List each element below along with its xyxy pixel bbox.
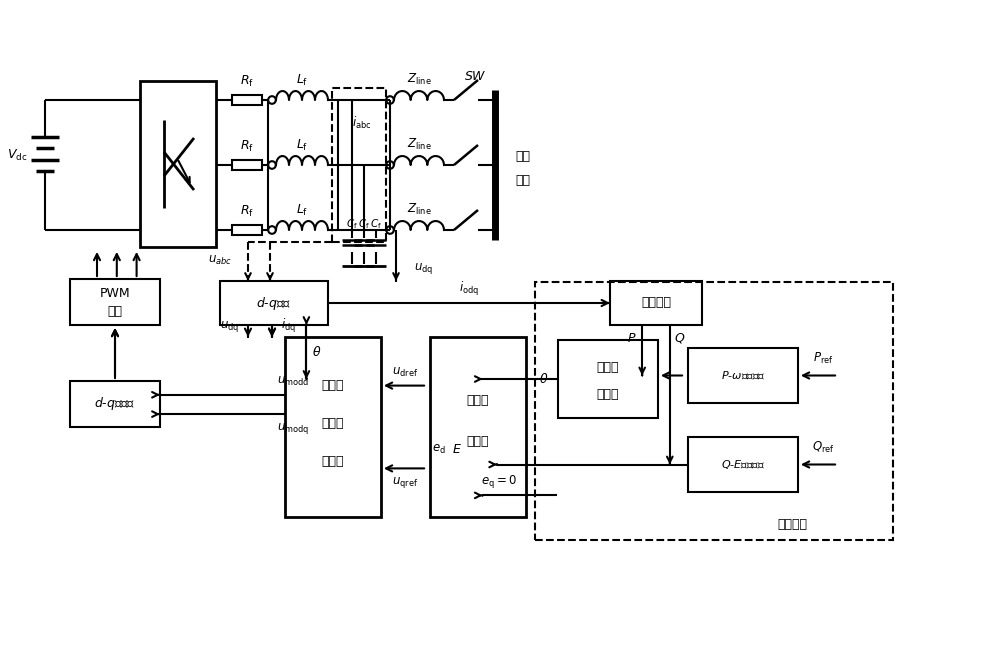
Text: $\theta$: $\theta$ — [539, 372, 549, 386]
Text: $R_{\mathrm{f}}$: $R_{\mathrm{f}}$ — [240, 73, 254, 88]
Text: $C_{\mathrm{f}}$: $C_{\mathrm{f}}$ — [346, 217, 358, 231]
Text: $SW$: $SW$ — [464, 69, 486, 83]
Text: $u_{\mathrm{dq}}$: $u_{\mathrm{dq}}$ — [414, 261, 433, 276]
Text: $i_{\mathrm{abc}}$: $i_{\mathrm{abc}}$ — [352, 115, 371, 131]
Text: 功率计算: 功率计算 — [641, 297, 671, 310]
Text: $L_{\mathrm{f}}$: $L_{\mathrm{f}}$ — [296, 202, 308, 217]
Text: PWM: PWM — [100, 288, 130, 300]
Text: $e_{\mathrm{d}}$: $e_{\mathrm{d}}$ — [432, 443, 446, 456]
Bar — [610, 281, 702, 325]
Text: $i_{\mathrm{dq}}$: $i_{\mathrm{dq}}$ — [281, 317, 297, 335]
Text: 流双闭: 流双闭 — [322, 417, 344, 430]
Text: $R_{\mathrm{f}}$: $R_{\mathrm{f}}$ — [240, 204, 254, 219]
Text: $Q$: $Q$ — [674, 331, 685, 345]
Bar — [688, 437, 798, 492]
Text: $Q$-$E$下垂控制: $Q$-$E$下垂控制 — [721, 458, 765, 471]
Text: $Z_{\mathrm{line}}$: $Z_{\mathrm{line}}$ — [407, 136, 431, 151]
Text: $Z_{\mathrm{line}}$: $Z_{\mathrm{line}}$ — [407, 71, 431, 86]
Text: 抗控制: 抗控制 — [467, 435, 489, 448]
Bar — [430, 337, 526, 517]
Text: $C_{\mathrm{f}}$: $C_{\mathrm{f}}$ — [358, 217, 370, 231]
Bar — [688, 348, 798, 403]
Text: 动方程: 动方程 — [597, 388, 619, 401]
Text: $Q_{\mathrm{ref}}$: $Q_{\mathrm{ref}}$ — [812, 440, 834, 455]
Text: $e_{\mathrm{q}}=0$: $e_{\mathrm{q}}=0$ — [481, 473, 516, 490]
Bar — [232, 225, 262, 235]
Text: $u_{\mathrm{modd}}$: $u_{\mathrm{modd}}$ — [277, 375, 309, 388]
Text: $V_{\mathrm{dc}}$: $V_{\mathrm{dc}}$ — [7, 147, 27, 162]
Text: 电压电: 电压电 — [322, 379, 344, 392]
Text: $u_{\mathrm{dref}}$: $u_{\mathrm{dref}}$ — [392, 366, 419, 379]
Text: 功率控制: 功率控制 — [778, 519, 808, 531]
Text: $P$-$\omega$下垂控制: $P$-$\omega$下垂控制 — [721, 369, 765, 381]
Text: $L_{\mathrm{f}}$: $L_{\mathrm{f}}$ — [296, 138, 308, 153]
Text: $u_{\mathrm{qref}}$: $u_{\mathrm{qref}}$ — [392, 475, 419, 490]
Text: 转子摆: 转子摆 — [597, 361, 619, 374]
Bar — [140, 81, 216, 247]
Text: $L_{\mathrm{f}}$: $L_{\mathrm{f}}$ — [296, 73, 308, 88]
Text: $i_{\mathrm{odq}}$: $i_{\mathrm{odq}}$ — [459, 280, 479, 298]
Text: 虚拟阻: 虚拟阻 — [467, 394, 489, 407]
Text: $u_{\mathrm{dq}}$: $u_{\mathrm{dq}}$ — [220, 318, 240, 333]
Bar — [558, 340, 658, 418]
Text: 调制: 调制 — [107, 305, 122, 318]
Text: $C_{\mathrm{f}}$: $C_{\mathrm{f}}$ — [370, 217, 382, 231]
Text: $P$: $P$ — [627, 331, 637, 345]
Bar — [220, 281, 328, 325]
Text: $R_{\mathrm{f}}$: $R_{\mathrm{f}}$ — [240, 138, 254, 153]
Bar — [232, 95, 262, 105]
Text: $u_{\mathrm{modq}}$: $u_{\mathrm{modq}}$ — [277, 421, 309, 436]
Text: 交流: 交流 — [516, 151, 530, 164]
Text: $E$: $E$ — [452, 443, 462, 456]
Text: $Z_{\mathrm{line}}$: $Z_{\mathrm{line}}$ — [407, 202, 431, 217]
Text: $\theta$: $\theta$ — [312, 345, 322, 359]
Text: $u_{abc}$: $u_{abc}$ — [208, 253, 232, 267]
Bar — [285, 337, 381, 517]
Text: $P_{\mathrm{ref}}$: $P_{\mathrm{ref}}$ — [813, 351, 833, 366]
Bar — [70, 381, 160, 427]
Bar — [535, 282, 893, 540]
Bar — [232, 160, 262, 170]
Bar — [70, 279, 160, 325]
Text: 环控制: 环控制 — [322, 455, 344, 468]
Text: 母线: 母线 — [516, 174, 530, 187]
Text: $d$-$q$变换: $d$-$q$变换 — [256, 295, 292, 312]
Bar — [332, 88, 386, 242]
Text: $d$-$q$反变换: $d$-$q$反变换 — [94, 396, 136, 413]
